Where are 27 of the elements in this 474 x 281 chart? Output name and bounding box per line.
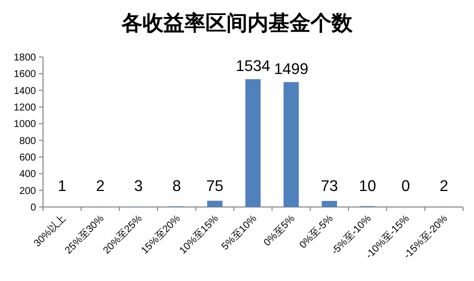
y-tick-label: 800 [19,136,36,147]
y-tick-label: 1600 [14,69,36,80]
data-label: 73 [320,178,338,195]
y-tick-label: 1200 [14,102,36,114]
data-label: 1499 [274,61,308,78]
y-tick-label: 1800 [14,52,36,64]
data-label: 1 [58,178,66,195]
y-tick-label: 1400 [14,86,36,97]
bar [284,82,299,207]
bar [322,200,337,207]
data-label: 3 [134,178,143,195]
y-tick-label: 1000 [14,119,36,130]
y-tick-label: 0 [30,202,36,214]
data-label: 10 [358,178,377,195]
bar [245,79,261,207]
data-label: 0 [401,178,410,195]
y-tick-label: 600 [19,152,36,164]
y-tick-label: 200 [19,186,36,197]
data-label: 2 [440,178,448,195]
y-tick-label: 400 [19,169,36,180]
data-label: 75 [206,178,224,195]
data-label: 8 [172,178,181,195]
data-label: 2 [96,178,105,195]
data-label: 1534 [236,58,271,76]
x-tick-label: 0%至5% [262,213,298,249]
bar [207,200,222,207]
chart-title: 各收益率区间内基金个数 [120,11,354,35]
